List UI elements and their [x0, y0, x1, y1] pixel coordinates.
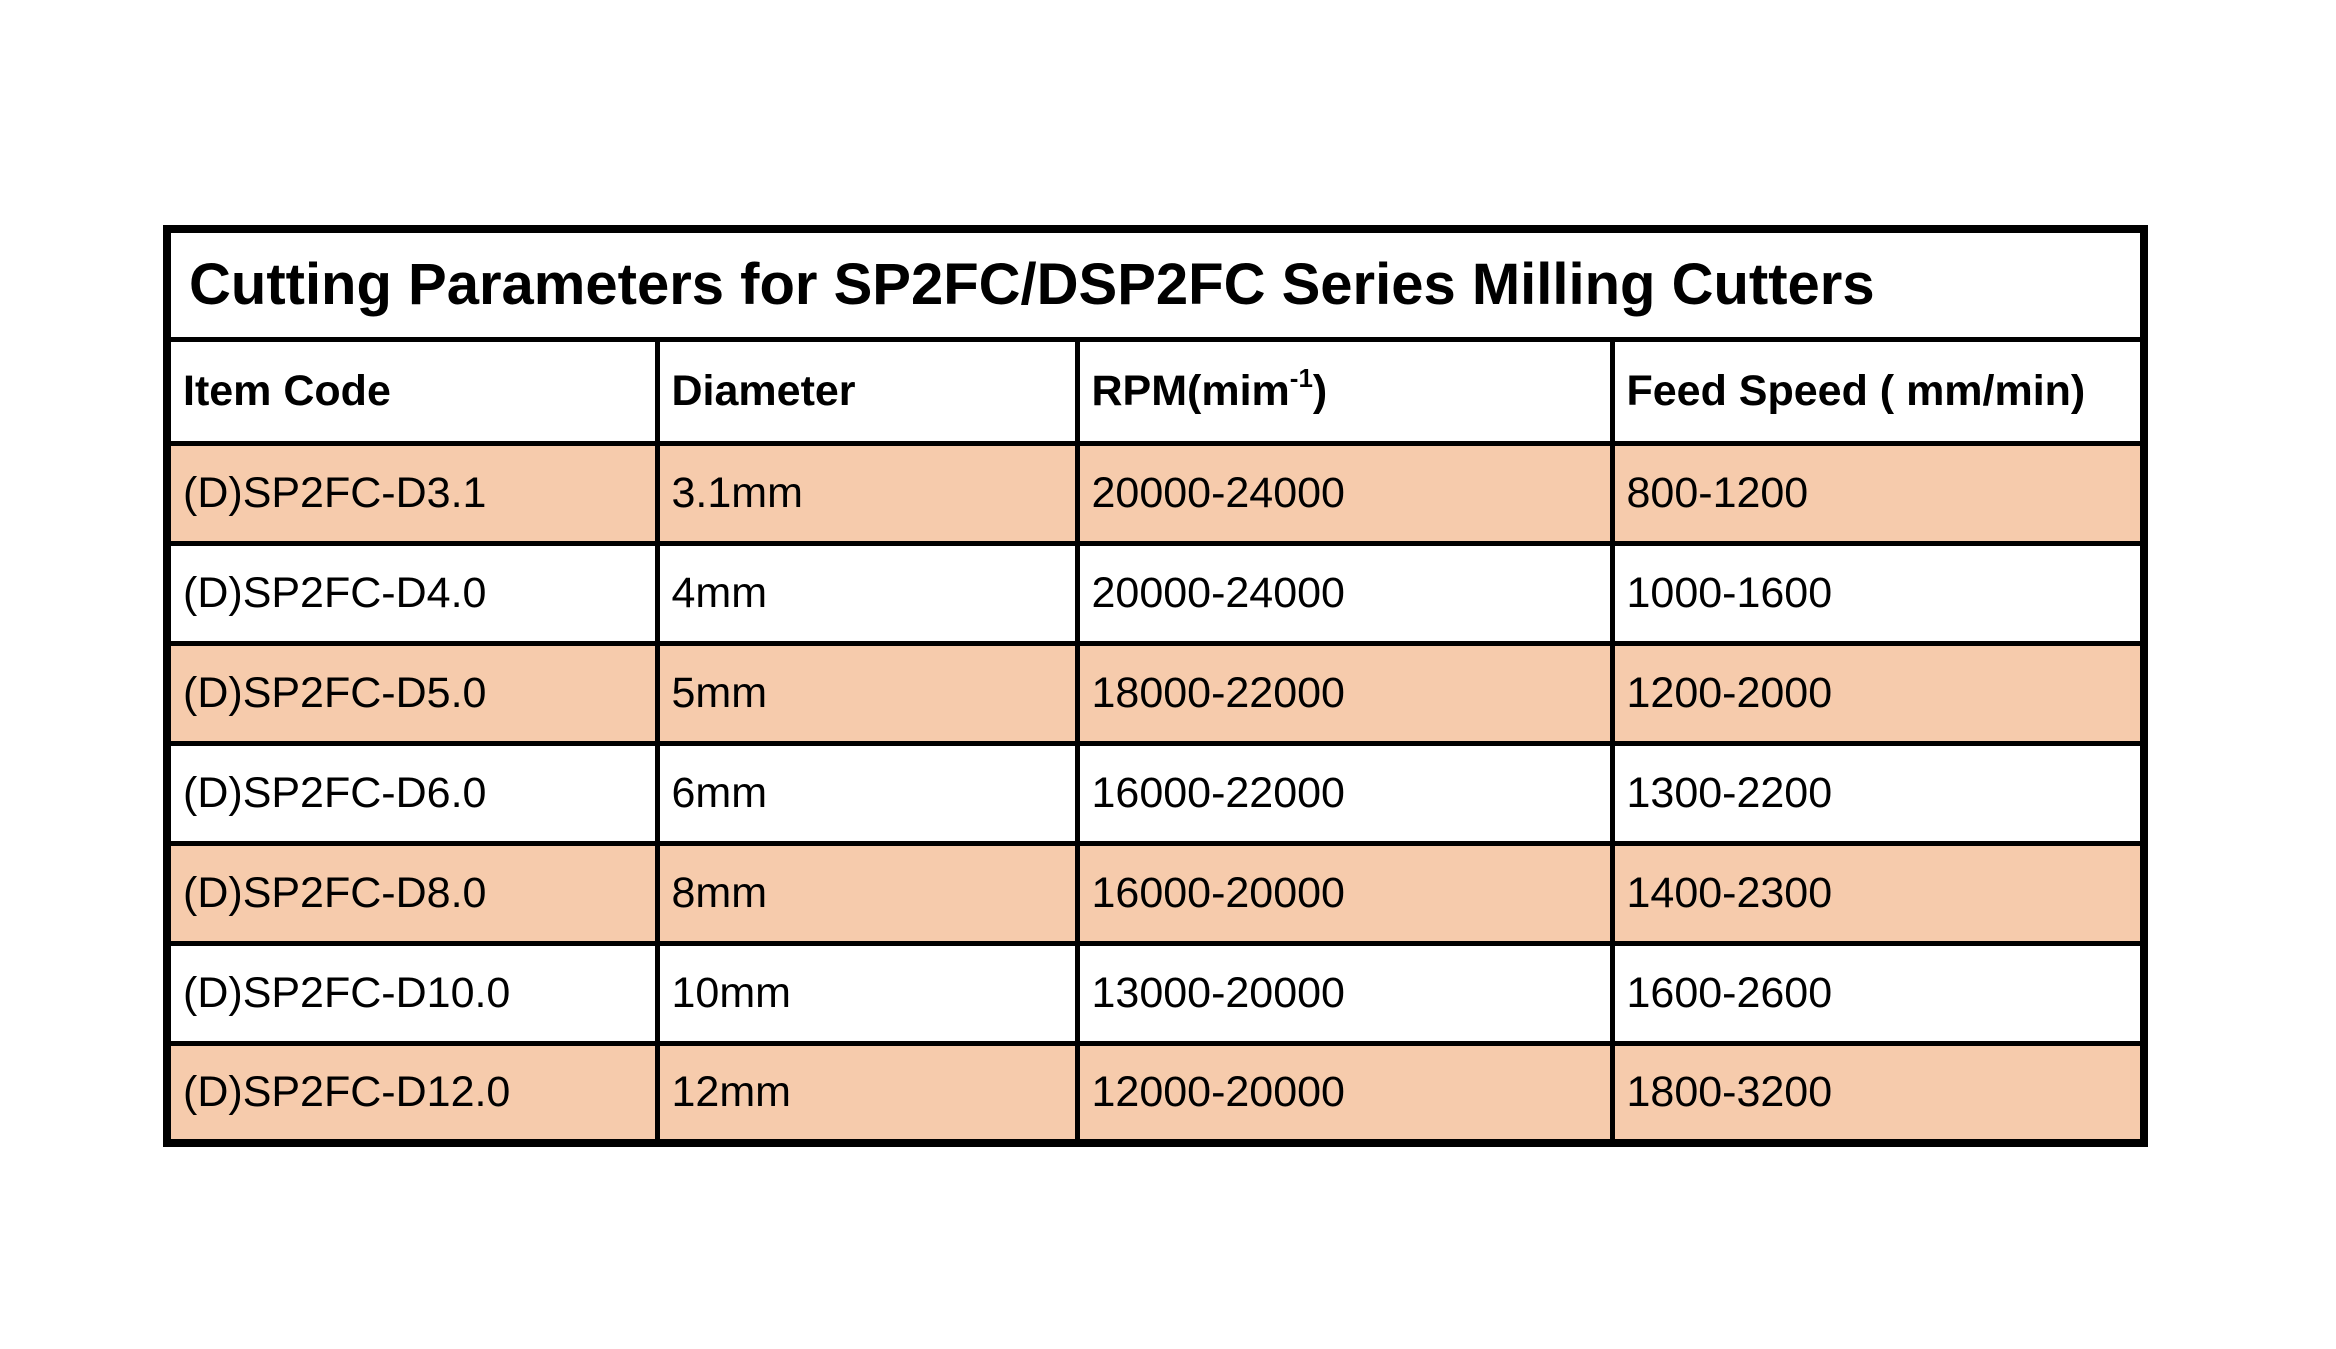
- diameter-cell: 12mm: [654, 1040, 1080, 1146]
- feed-speed-cell: 1600-2600: [1609, 940, 2147, 1046]
- table-title: Cutting Parameters for SP2FC/DSP2FC Seri…: [164, 226, 2147, 342]
- column-header-rpm: RPM(mim-1): [1074, 336, 1615, 446]
- item-code-cell: (D)SP2FC-D8.0: [164, 840, 660, 946]
- feed-speed-cell: 1000-1600: [1609, 540, 2147, 646]
- table-row: (D)SP2FC-D6.0 6mm 16000-22000 1300-2200: [164, 740, 2147, 846]
- rpm-header-prefix: RPM(mim: [1091, 366, 1290, 415]
- table-row: (D)SP2FC-D10.0 10mm 13000-20000 1600-260…: [164, 940, 2147, 1046]
- item-code-cell: (D)SP2FC-D6.0: [164, 740, 660, 846]
- table-row: (D)SP2FC-D5.0 5mm 18000-22000 1200-2000: [164, 640, 2147, 746]
- rpm-cell: 18000-22000: [1074, 640, 1615, 746]
- item-code-cell: (D)SP2FC-D3.1: [164, 440, 660, 546]
- rpm-header-superscript: -1: [1289, 363, 1313, 394]
- header-row: Item Code Diameter RPM(mim-1) Feed Speed…: [164, 336, 2147, 446]
- rpm-cell: 16000-20000: [1074, 840, 1615, 946]
- title-row: Cutting Parameters for SP2FC/DSP2FC Seri…: [164, 226, 2147, 342]
- item-code-cell: (D)SP2FC-D5.0: [164, 640, 660, 746]
- feed-speed-cell: 1400-2300: [1609, 840, 2147, 946]
- table-row: (D)SP2FC-D8.0 8mm 16000-20000 1400-2300: [164, 840, 2147, 946]
- rpm-cell: 20000-24000: [1074, 540, 1615, 646]
- item-code-header-label: Item Code: [183, 366, 391, 415]
- diameter-cell: 10mm: [654, 940, 1080, 1046]
- table-row: (D)SP2FC-D3.1 3.1mm 20000-24000 800-1200: [164, 440, 2147, 546]
- rpm-cell: 20000-24000: [1074, 440, 1615, 546]
- column-header-feed-speed: Feed Speed ( mm/min): [1609, 336, 2147, 446]
- table-row: (D)SP2FC-D12.0 12mm 12000-20000 1800-320…: [164, 1040, 2147, 1146]
- item-code-cell: (D)SP2FC-D10.0: [164, 940, 660, 1046]
- diameter-cell: 5mm: [654, 640, 1080, 746]
- rpm-cell: 16000-22000: [1074, 740, 1615, 846]
- table-row: (D)SP2FC-D4.0 4mm 20000-24000 1000-1600: [164, 540, 2147, 646]
- diameter-cell: 8mm: [654, 840, 1080, 946]
- feed-speed-header-label: Feed Speed ( mm/min): [1626, 366, 2086, 415]
- column-header-item-code: Item Code: [164, 336, 660, 446]
- rpm-cell: 12000-20000: [1074, 1040, 1615, 1146]
- rpm-header-suffix: ): [1312, 366, 1328, 415]
- diameter-cell: 3.1mm: [654, 440, 1080, 546]
- diameter-header-label: Diameter: [671, 366, 856, 415]
- item-code-cell: (D)SP2FC-D4.0: [164, 540, 660, 646]
- feed-speed-cell: 1800-3200: [1609, 1040, 2147, 1146]
- rpm-cell: 13000-20000: [1074, 940, 1615, 1046]
- cutting-parameters-table: Cutting Parameters for SP2FC/DSP2FC Seri…: [163, 225, 2149, 1147]
- diameter-cell: 4mm: [654, 540, 1080, 646]
- item-code-cell: (D)SP2FC-D12.0: [164, 1040, 660, 1146]
- column-header-diameter: Diameter: [654, 336, 1080, 446]
- feed-speed-cell: 800-1200: [1609, 440, 2147, 546]
- feed-speed-cell: 1200-2000: [1609, 640, 2147, 746]
- feed-speed-cell: 1300-2200: [1609, 740, 2147, 846]
- diameter-cell: 6mm: [654, 740, 1080, 846]
